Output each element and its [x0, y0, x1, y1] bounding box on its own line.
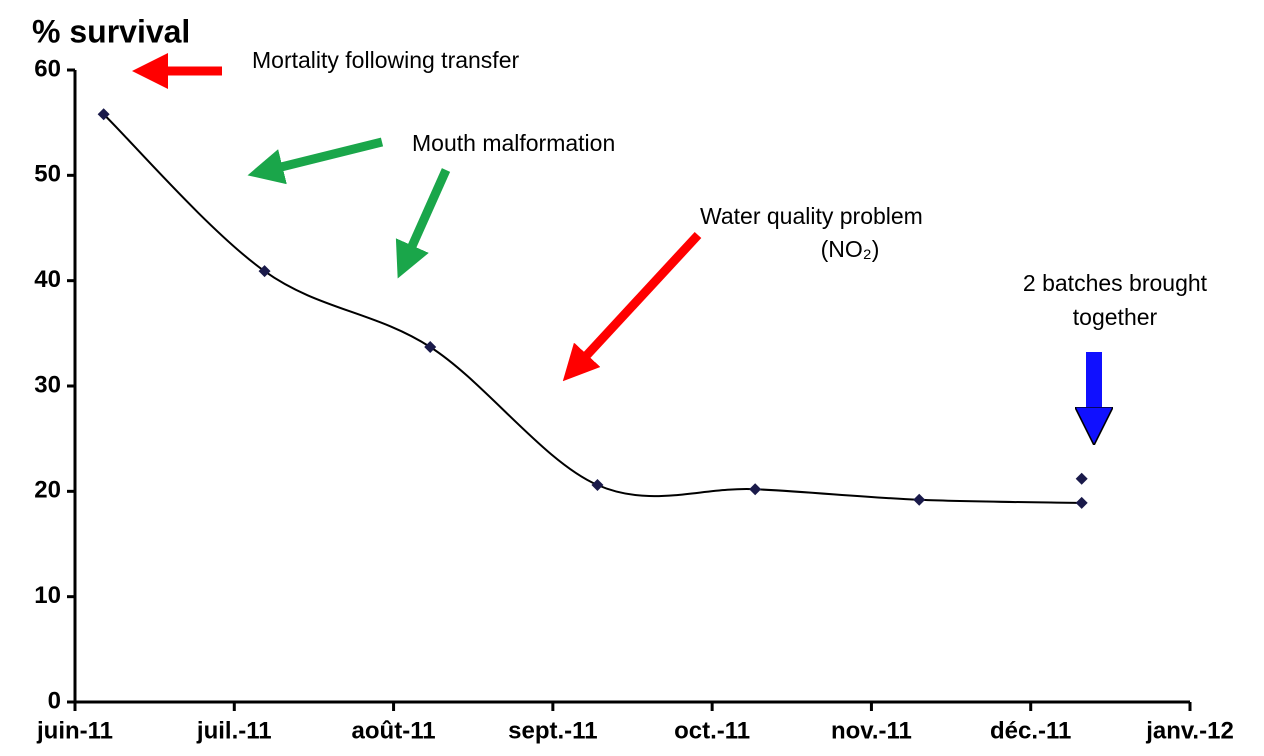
arrow	[395, 168, 451, 279]
x-tick-label: nov.-11	[831, 717, 912, 744]
point	[424, 341, 437, 354]
annotation: Water quality problem	[700, 203, 923, 229]
annotation: 2 batches brought	[1023, 270, 1208, 296]
arrow	[562, 231, 702, 382]
x-tick-label: juin-11	[36, 717, 113, 744]
x-tick-label: sept.-11	[508, 717, 597, 744]
annotation: Mortality following transfer	[252, 47, 519, 73]
x-tick-label: juil.-11	[196, 717, 272, 744]
annotation: together	[1073, 304, 1158, 330]
point	[591, 479, 604, 492]
arrow	[247, 137, 384, 185]
x-tick-label: janv.-12	[1145, 717, 1234, 744]
y-axis-label: % survival	[32, 13, 190, 49]
x-tick-label: août-11	[352, 717, 436, 744]
line	[102, 113, 1082, 504]
point	[1075, 472, 1088, 485]
y-tick-label: 30	[34, 371, 61, 398]
x-tick-label: oct.-11	[674, 717, 750, 744]
y-tick-label: 0	[48, 687, 61, 714]
y-tick-label: 40	[34, 266, 61, 293]
y-tick-label: 20	[34, 477, 61, 504]
point	[97, 108, 110, 121]
annotation: (NO₂)	[821, 236, 880, 262]
y-tick-label: 10	[34, 582, 61, 609]
point	[258, 265, 271, 278]
x-tick-label: déc.-11	[990, 717, 1071, 744]
annotation: Mouth malformation	[412, 130, 615, 156]
y-tick-label: 50	[34, 161, 61, 188]
y-tick-label: 60	[34, 55, 61, 82]
point	[1075, 496, 1088, 509]
point	[913, 493, 926, 506]
point	[749, 483, 762, 496]
